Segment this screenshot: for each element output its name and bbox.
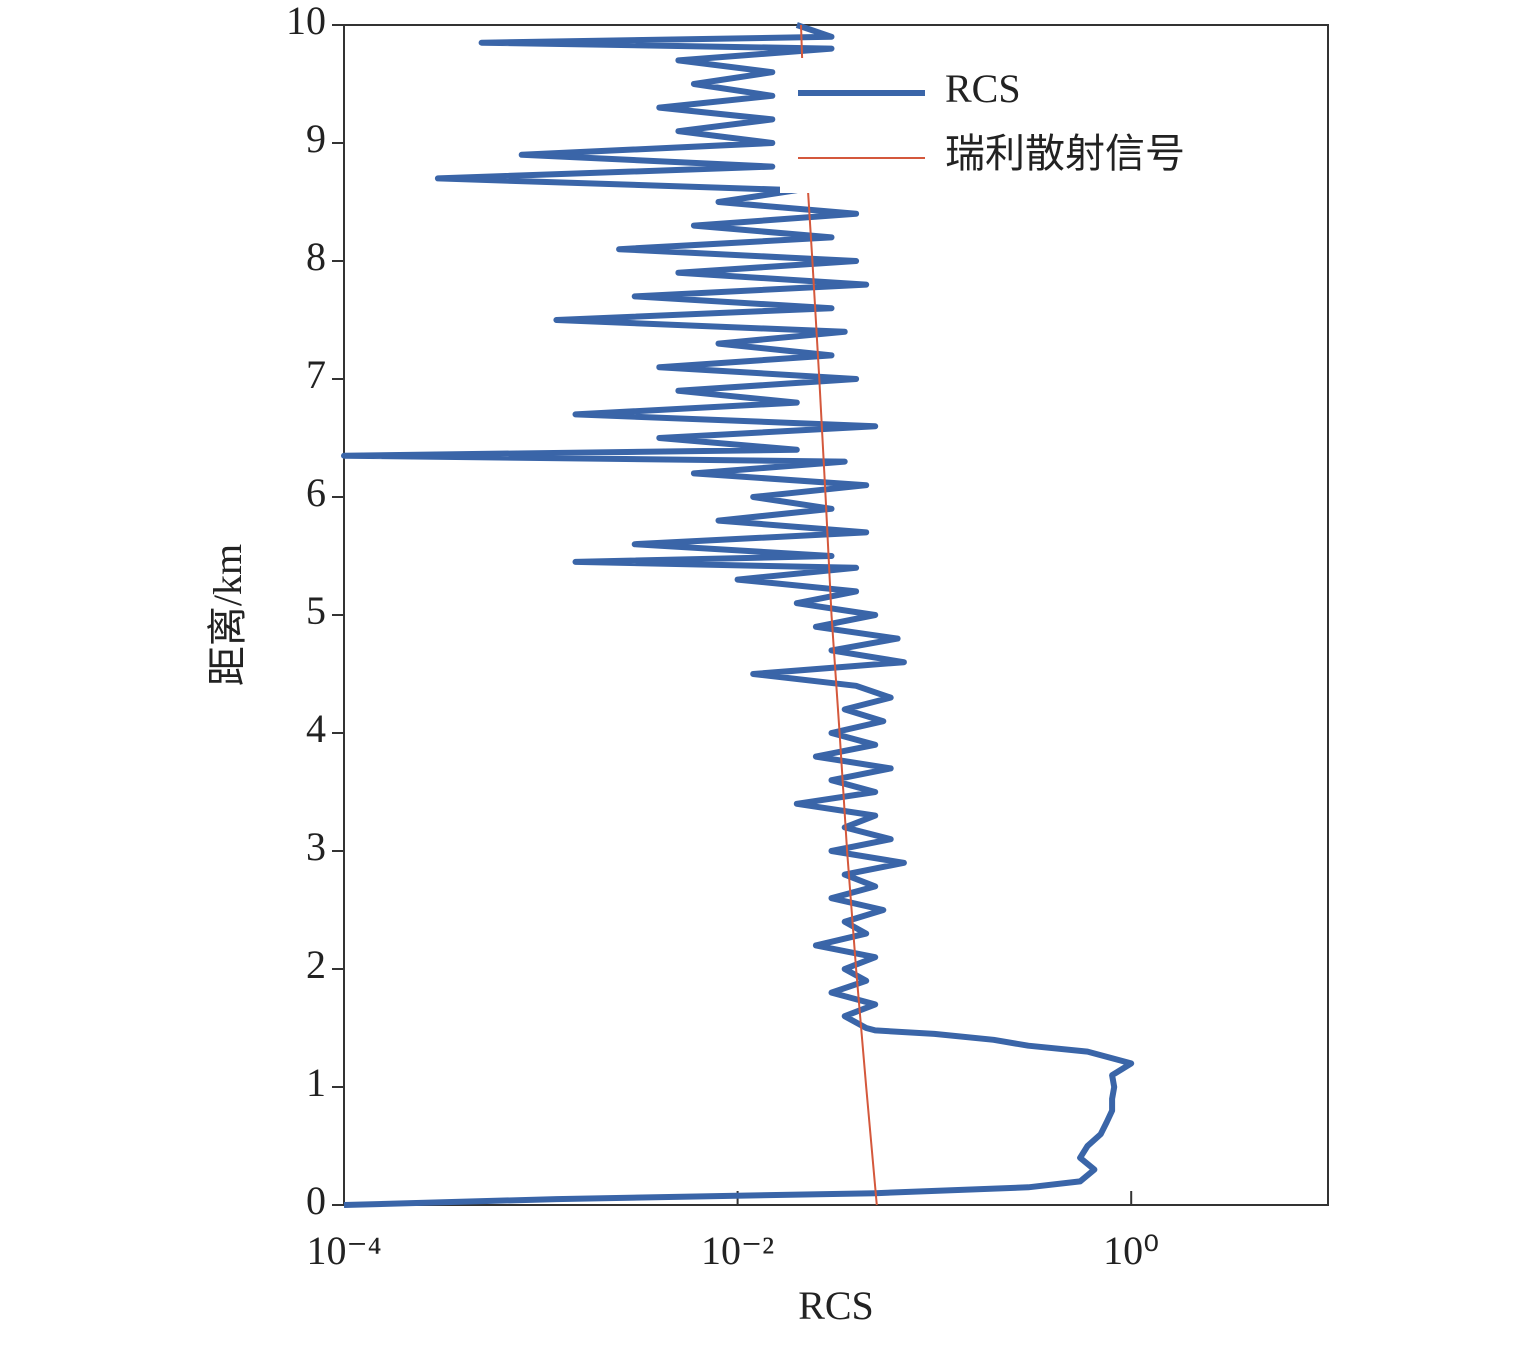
data-line	[800, 24, 878, 1206]
y-tick-label: 0	[306, 1178, 326, 1223]
x-tick-label: 10⁻⁴	[306, 1228, 381, 1273]
y-tick-label: 2	[306, 942, 326, 987]
legend-label: RCS	[945, 66, 1021, 111]
y-tick-label: 7	[306, 352, 326, 397]
x-tick-label: 10⁰	[1103, 1228, 1159, 1273]
y-tick-label: 3	[306, 824, 326, 869]
y-tick-label: 4	[306, 706, 326, 751]
y-tick-label: 5	[306, 588, 326, 633]
y-tick-label: 9	[306, 116, 326, 161]
x-tick-label: 10⁻²	[701, 1228, 774, 1273]
y-tick-label: 6	[306, 470, 326, 515]
y-tick-label: 1	[306, 1060, 326, 1105]
data-line	[341, 22, 1135, 1208]
y-tick-label: 10	[286, 0, 326, 43]
y-axis-label: 距离/km	[205, 544, 250, 686]
legend-box	[780, 58, 935, 193]
y-tick-label: 8	[306, 234, 326, 279]
plot-frame	[343, 24, 1329, 1206]
x-axis-label: RCS	[798, 1283, 874, 1328]
legend-label: 瑞利散射信号	[945, 131, 1185, 176]
